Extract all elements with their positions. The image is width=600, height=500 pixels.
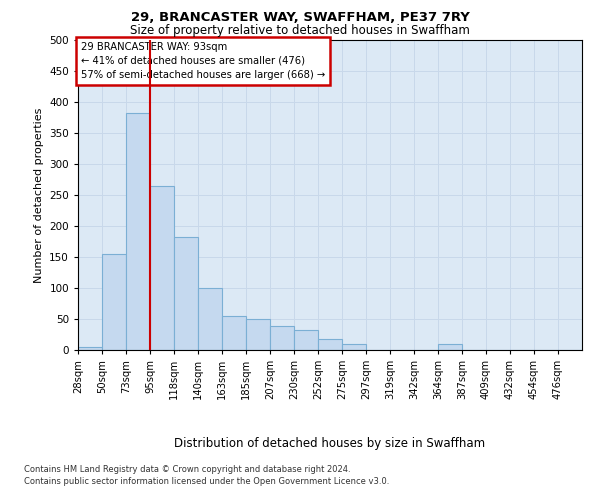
Text: 29, BRANCASTER WAY, SWAFFHAM, PE37 7RY: 29, BRANCASTER WAY, SWAFFHAM, PE37 7RY [131, 11, 469, 24]
Text: Size of property relative to detached houses in Swaffham: Size of property relative to detached ho… [130, 24, 470, 37]
Bar [342, 344, 366, 350]
Bar [318, 339, 342, 350]
Text: Distribution of detached houses by size in Swaffham: Distribution of detached houses by size … [175, 438, 485, 450]
Bar [294, 330, 318, 350]
Y-axis label: Number of detached properties: Number of detached properties [34, 108, 44, 282]
Bar [174, 236, 198, 350]
Bar [222, 316, 246, 350]
Text: Contains HM Land Registry data © Crown copyright and database right 2024.: Contains HM Land Registry data © Crown c… [24, 465, 350, 474]
Bar [126, 112, 150, 350]
Text: Contains public sector information licensed under the Open Government Licence v3: Contains public sector information licen… [24, 478, 389, 486]
Bar [198, 288, 222, 350]
Bar [150, 186, 174, 350]
Bar [270, 326, 294, 350]
Bar [438, 344, 462, 350]
Text: 29 BRANCASTER WAY: 93sqm
← 41% of detached houses are smaller (476)
57% of semi-: 29 BRANCASTER WAY: 93sqm ← 41% of detach… [80, 42, 325, 80]
Bar [78, 347, 102, 350]
Bar [246, 319, 270, 350]
Bar [102, 254, 126, 350]
